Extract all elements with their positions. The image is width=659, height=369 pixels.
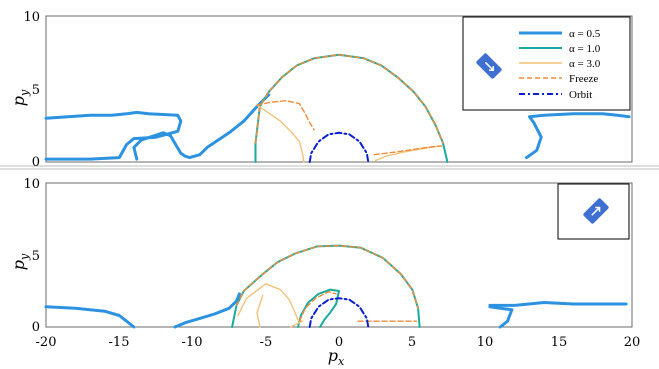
bottom-ytick-label: 5: [32, 249, 40, 264]
bottom-ylabel: py: [9, 253, 31, 270]
bottom-ylabel-main: p: [9, 260, 28, 270]
xtick-label: -10: [182, 335, 203, 350]
bottom-plot-area: [44, 244, 628, 329]
series-line--0-5: [173, 292, 241, 329]
legend-label-alpha-1-0: α = 1.0: [569, 43, 601, 55]
bottom-ylabel-sub: y: [18, 253, 31, 261]
top-ylabel: py: [9, 89, 31, 106]
xtick-label: 5: [408, 335, 416, 350]
xlabel: px: [328, 346, 345, 368]
xlabel-main: p: [328, 346, 338, 365]
top-axes-frame: [45, 15, 633, 163]
top-plot-area: [44, 53, 631, 163]
series-line--0-5: [488, 305, 514, 329]
xtick-label: 10: [477, 335, 494, 350]
xtick-label: 15: [551, 335, 568, 350]
top-legend: α = 0.5 α = 1.0 α = 3.0 Freeze Orbit: [462, 16, 631, 111]
series-line-dome-overlay: [254, 54, 444, 144]
series-line--0-5: [44, 305, 136, 329]
phone-arrow-up-right-icon: [583, 198, 609, 224]
series-line--3-0: [237, 283, 304, 328]
series-line-orbit: [308, 297, 370, 328]
series-line--3-0: [256, 104, 305, 163]
top-ylabel-sub: y: [18, 89, 31, 97]
bottom-legend: [557, 183, 630, 240]
series-line-freeze: [373, 145, 443, 156]
xtick-label: -15: [109, 335, 130, 350]
legend-label-freeze: Freeze: [569, 73, 598, 85]
series-line-freeze: [298, 291, 337, 322]
series-line-orbit: [308, 131, 370, 163]
series-line-dome: [254, 53, 449, 163]
top-ytick-label: 10: [23, 10, 40, 25]
series-line-dome-overlay: [235, 244, 419, 309]
xtick-label: -5: [260, 335, 273, 350]
top-ylabel-main: p: [9, 96, 28, 106]
legend-label-orbit: Orbit: [569, 89, 592, 101]
xtick-label: 20: [624, 335, 641, 350]
legend-label-alpha-3-0: α = 3.0: [569, 58, 601, 70]
series-line-dome: [231, 244, 421, 328]
bottom-axes-frame: [45, 182, 633, 328]
legend-label-alpha-0-5: α = 0.5: [569, 28, 601, 40]
xlabel-sub: x: [338, 355, 345, 368]
series-line--3-0: [256, 294, 264, 328]
bottom-ytick-label: 10: [23, 177, 40, 192]
phone-arrow-down-left-icon: [476, 53, 502, 79]
series-line--0-5: [44, 110, 183, 161]
series-line--0-5: [525, 112, 631, 160]
series-line-freeze: [256, 99, 315, 131]
xtick-label: -20: [36, 335, 57, 350]
series-line--0-5: [488, 301, 628, 307]
top-ytick-label: 0: [32, 155, 40, 170]
series-line-inner: [297, 288, 340, 328]
series-line--0-5: [132, 93, 271, 161]
bottom-ytick-label: 0: [32, 320, 40, 335]
top-ytick-label: 5: [32, 83, 40, 98]
xtick-label: 0: [335, 335, 343, 350]
